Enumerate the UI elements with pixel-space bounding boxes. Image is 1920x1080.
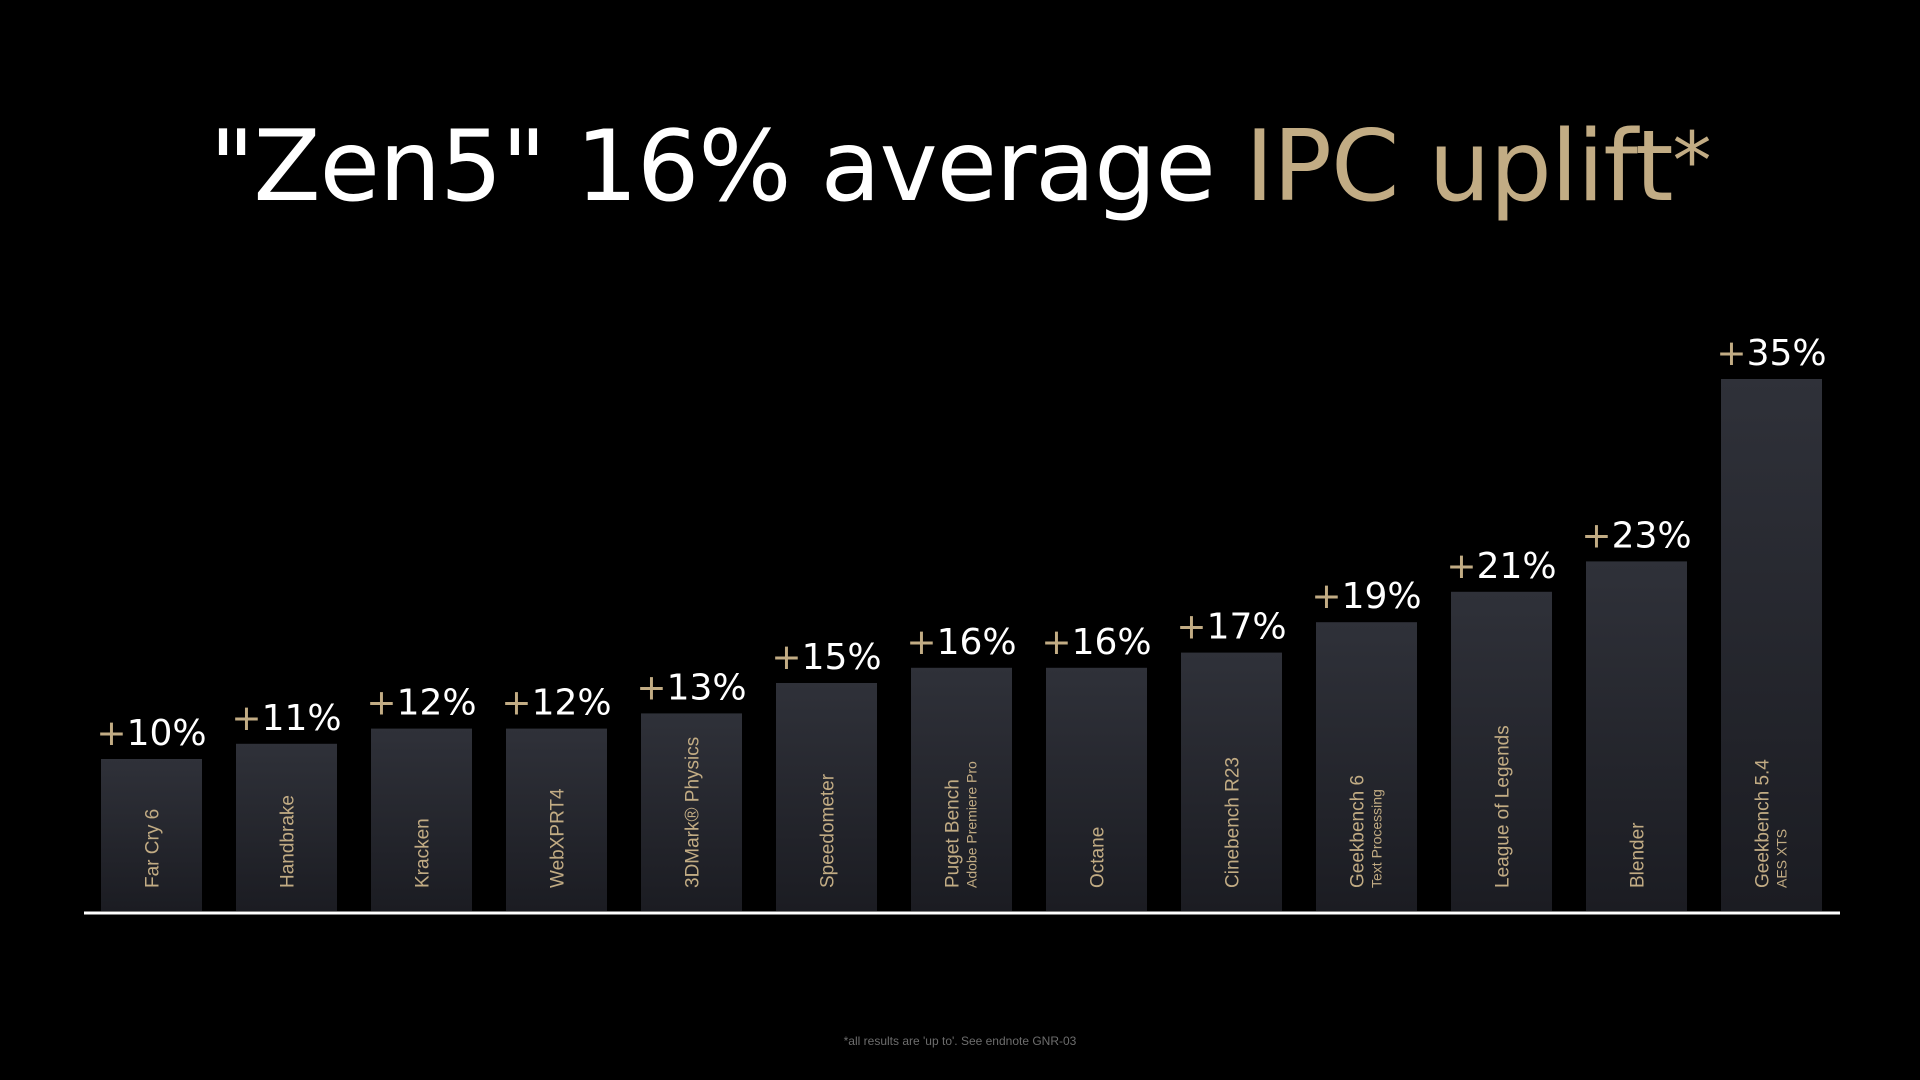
category-label-11: League of Legends: [1493, 725, 1514, 888]
category-label-5: 3DMark® Physics: [683, 737, 704, 888]
title-main-text: "Zen5" 16% average: [209, 110, 1245, 224]
category-label-10: Geekbench 6Text Processing: [1348, 775, 1385, 888]
value-label-5: +13%: [636, 667, 746, 708]
category-label-12: Blender: [1628, 822, 1649, 888]
bar-10: [1316, 622, 1417, 911]
category-label-2: Handbrake: [278, 795, 299, 888]
title-accent-text: IPC uplift: [1244, 110, 1674, 224]
bar-4: [506, 728, 607, 911]
category-label-1: Far Cry 6: [143, 809, 164, 888]
value-label-2: +11%: [231, 698, 341, 739]
category-label-7: Puget BenchAdobe Premiere Pro: [943, 761, 980, 888]
value-label-8: +16%: [1041, 622, 1151, 663]
bar-3: [371, 728, 472, 911]
category-label-6: Speedometer: [818, 773, 839, 888]
bar-13: [1721, 379, 1822, 911]
value-label-1: +10%: [96, 713, 206, 754]
value-labels-group: +10% +11% +12% +12% +13% +15% +16% +16% +17% +19%…: [96, 333, 1826, 754]
value-label-6: +15%: [771, 637, 881, 678]
bar-5: [641, 713, 742, 911]
bars-group: [101, 379, 1822, 911]
category-labels-group: Far Cry 6 Handbrake Kracken WebXPRT4 3DMark®…: [143, 725, 1790, 888]
bar-12: [1586, 561, 1687, 911]
value-label-7: +16%: [906, 622, 1016, 663]
bar-8: [1046, 667, 1147, 911]
slide-title: "Zen5" 16% average IPC uplift*: [0, 118, 1920, 216]
bar-6: [776, 683, 877, 911]
value-label-10: +19%: [1311, 576, 1421, 617]
category-label-9: Cinebench R23: [1223, 757, 1244, 888]
bar-9: [1181, 652, 1282, 911]
bar-1: [101, 759, 202, 911]
value-label-3: +12%: [366, 683, 476, 724]
bar-7: [911, 667, 1012, 911]
bar-2: [236, 743, 337, 911]
value-label-12: +23%: [1581, 515, 1691, 556]
category-label-8: Octane: [1088, 827, 1109, 888]
category-label-4: WebXPRT4: [548, 788, 569, 888]
value-label-9: +17%: [1176, 607, 1286, 648]
footnote: *all results are 'up to'. See endnote GN…: [843, 1034, 1077, 1048]
category-label-13: Geekbench 5.4AES XTS: [1753, 759, 1790, 888]
value-label-11: +21%: [1446, 546, 1556, 587]
title-asterisk: *: [1672, 117, 1712, 207]
value-label-13: +35%: [1716, 333, 1826, 374]
category-label-3: Kracken: [413, 818, 434, 888]
bar-11: [1451, 591, 1552, 911]
value-label-4: +12%: [501, 683, 611, 724]
